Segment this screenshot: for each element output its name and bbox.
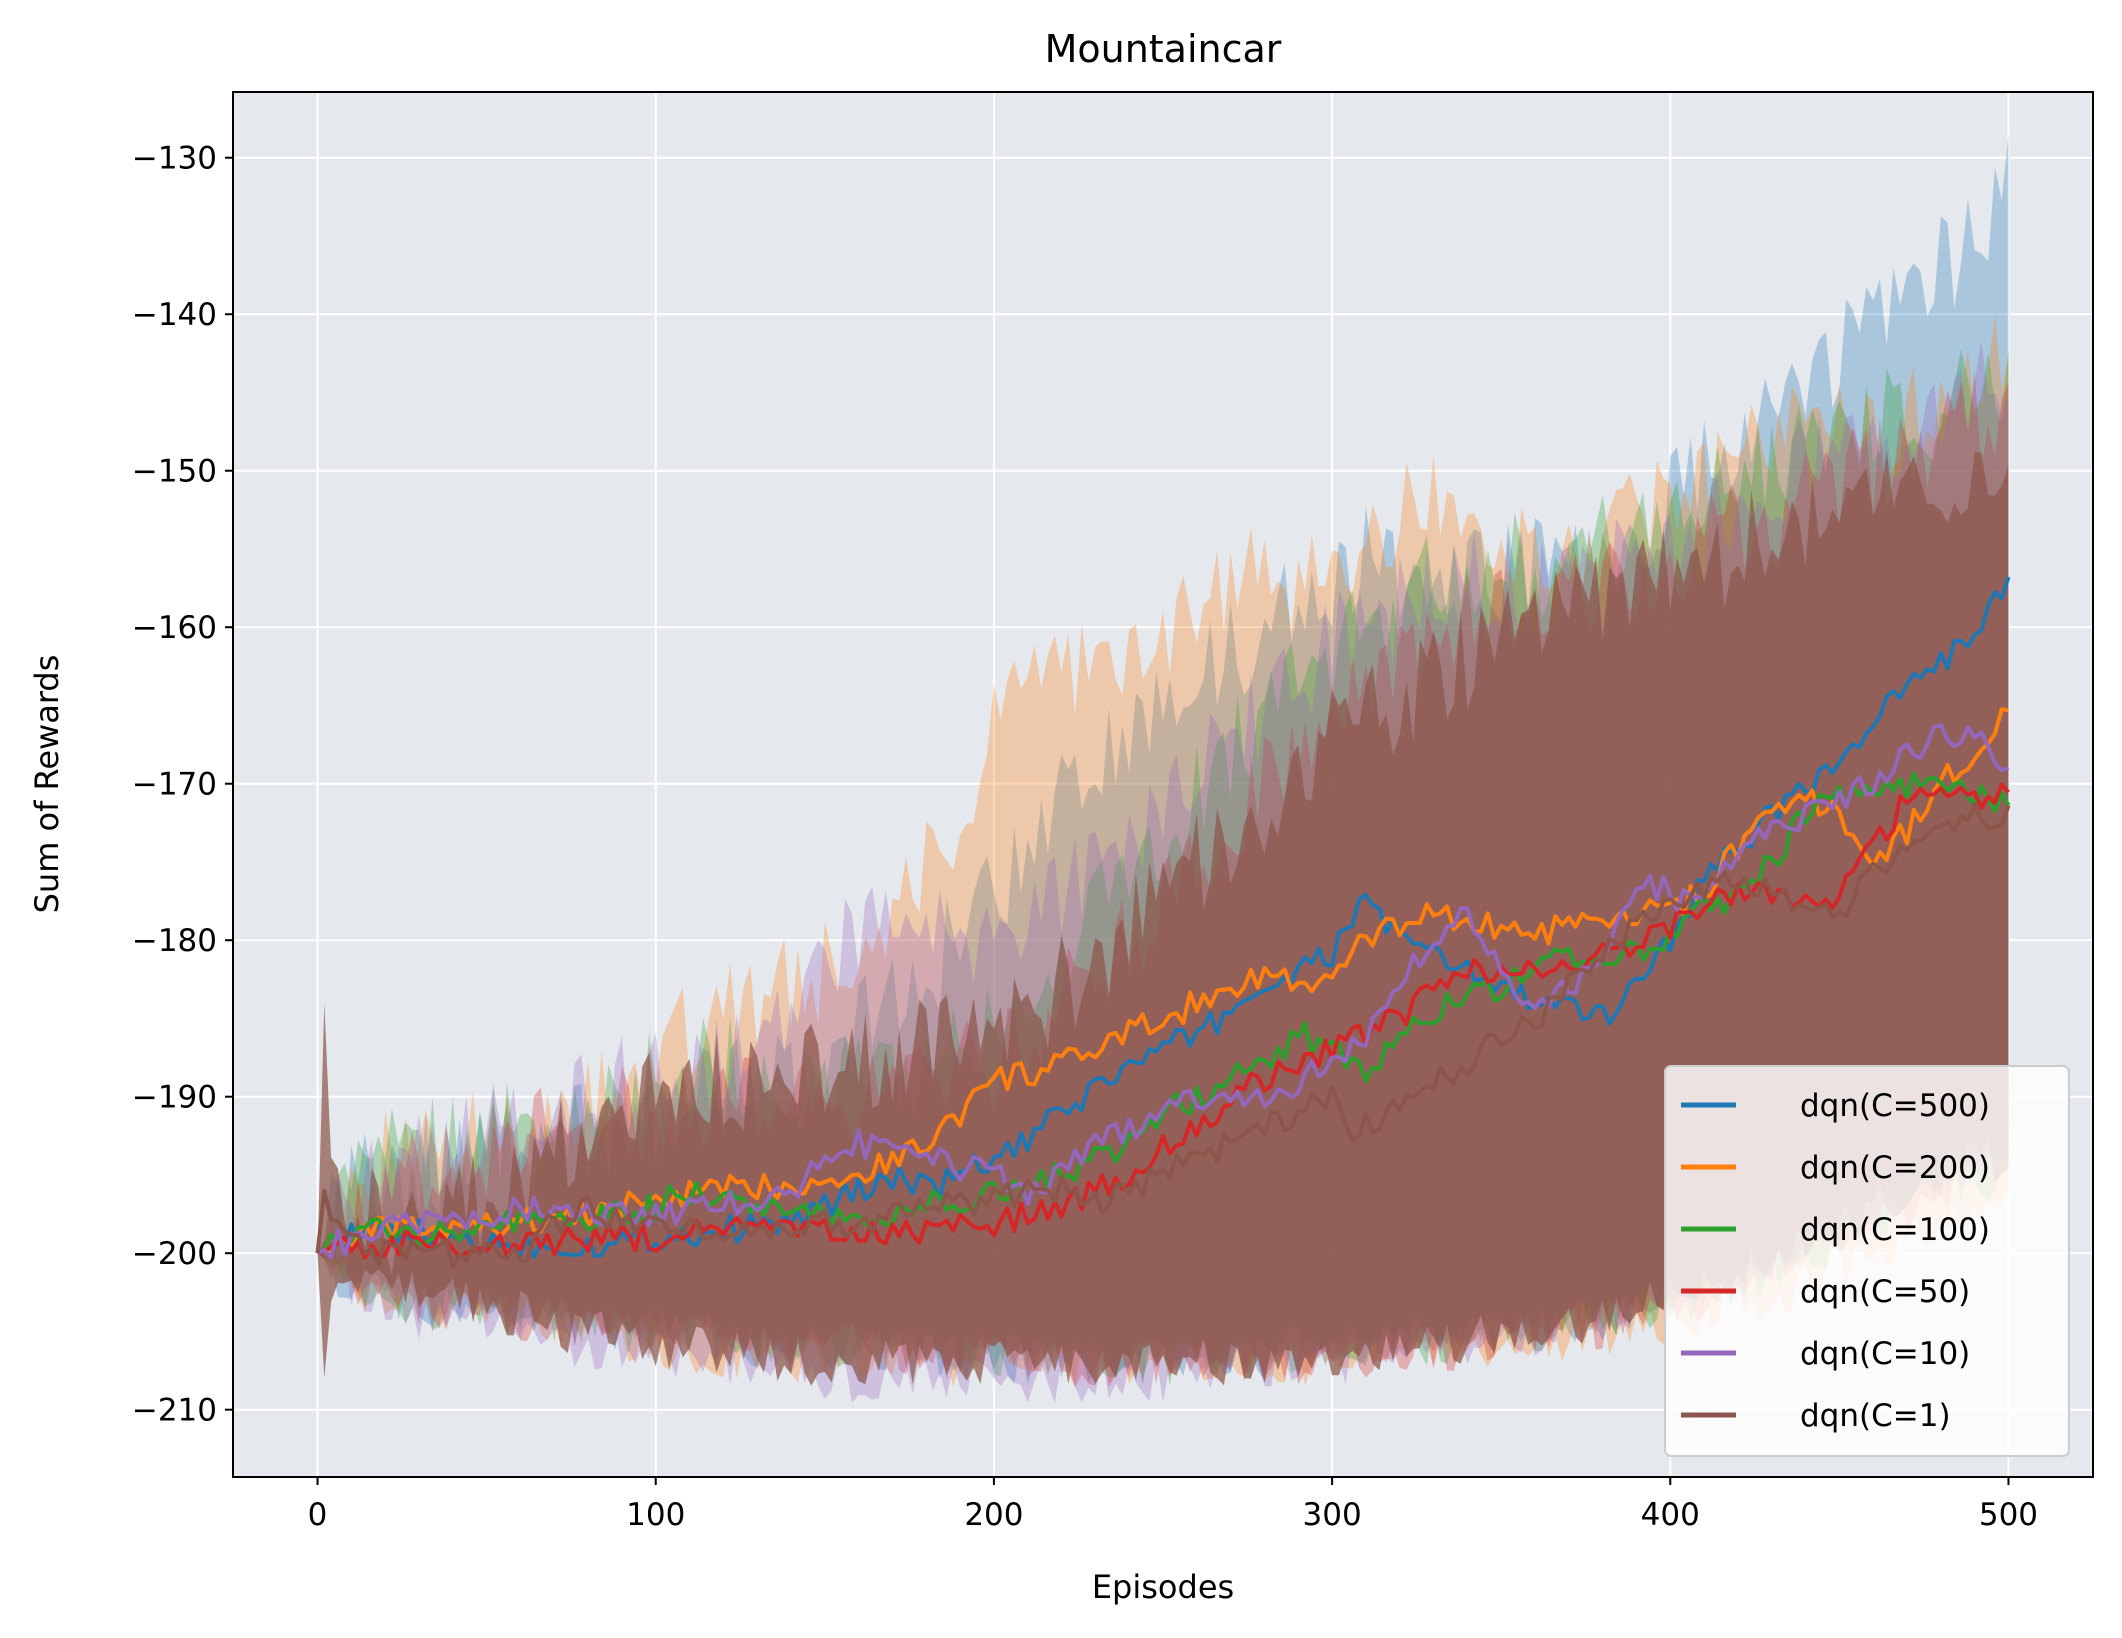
series-line-dqn(C=50) [317,782,2010,1260]
y-tick-label: −210 [132,1393,217,1429]
confidence-bands [317,134,2009,1403]
band-dqn(C=1) [317,451,2009,1386]
legend-label: dqn(C=500) [1800,1088,1990,1124]
series-line-dqn(C=10) [316,723,2010,1260]
legend-label: dqn(C=10) [1800,1336,1970,1372]
series-line-dqn(C=100) [316,771,2011,1256]
y-axis-ticks: −210 −200 −190 −180 −170 −160 −150 −140 −130 [132,141,233,1429]
y-axis-label: Sum of Rewards [28,655,66,914]
x-tick-label: 0 [308,1497,328,1533]
y-tick-label: −170 [132,767,217,803]
legend-label: dqn(C=50) [1800,1274,1970,1310]
y-tick-label: −150 [132,454,217,490]
y-tick-label: −190 [132,1080,217,1116]
y-tick-label: −180 [132,923,217,959]
legend-box [1664,1065,2070,1457]
y-tick-label: −200 [132,1236,217,1272]
series-line-dqn(C=1) [315,802,2011,1268]
legend-label: dqn(C=1) [1800,1398,1951,1434]
x-axis-ticks: 0 100 200 300 400 500 [308,1477,2038,1533]
series-lines [315,576,2011,1268]
legend-label: dqn(C=200) [1800,1150,1990,1186]
legend-label: dqn(C=100) [1800,1212,1990,1248]
x-axis-label: Episodes [1092,1568,1234,1606]
y-tick-label: −160 [132,610,217,646]
legend: dqn(C=500) dqn(C=200) dqn(C=100) dqn(C=50) d… [1664,1065,2070,1457]
x-tick-label: 400 [1641,1497,1700,1533]
chart-title: Mountaincar [1045,27,1282,71]
x-tick-label: 100 [626,1497,685,1533]
x-tick-label: 500 [1979,1497,2038,1533]
x-tick-label: 300 [1303,1497,1362,1533]
x-tick-label: 200 [964,1497,1023,1533]
y-tick-label: −140 [132,297,217,333]
y-tick-label: −130 [132,141,217,177]
